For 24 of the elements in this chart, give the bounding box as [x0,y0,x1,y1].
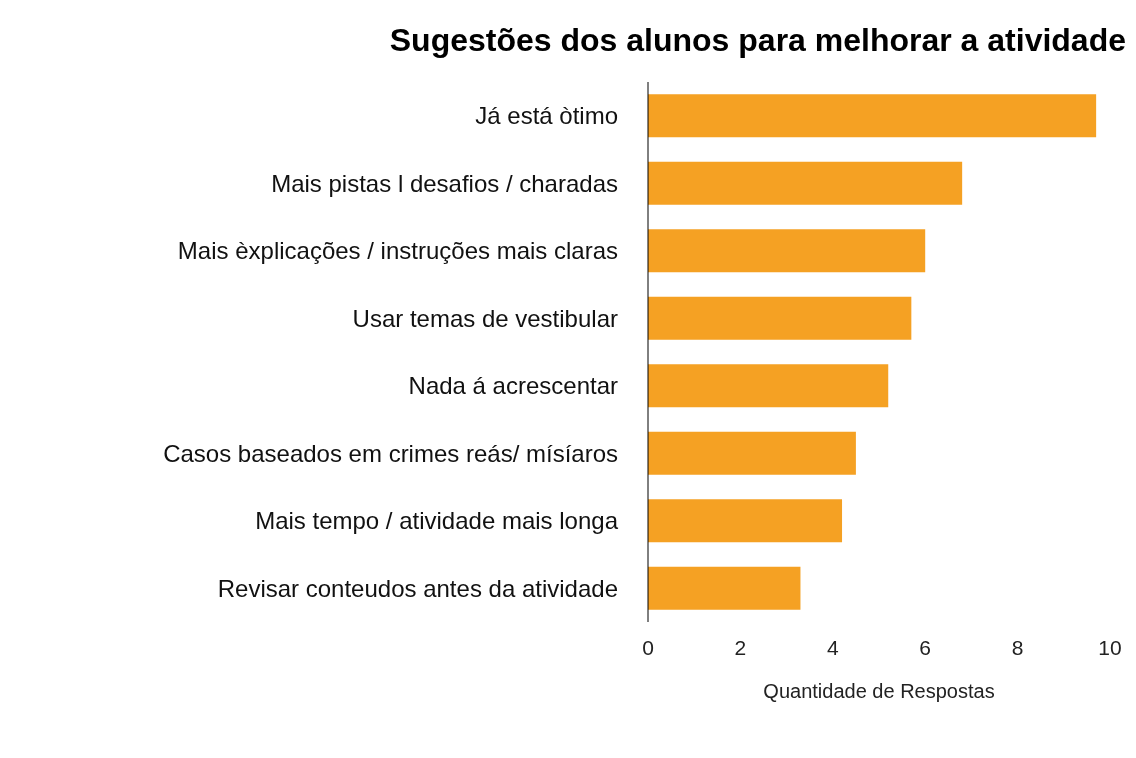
y-tick-label: Mais pistas l desafios / charadas [271,169,618,197]
y-tick-label: Já está òtimo [475,102,618,130]
bar [648,229,926,273]
x-tick-label: 6 [919,635,932,659]
y-tick-label: Mais tempo / atividade mais longa [255,507,619,535]
bar [648,364,889,408]
y-tick-label: Mais èxplicações / instruções mais claras [177,237,618,265]
y-tick-label: Revisar conteudos antes da atividade [217,574,618,602]
bar [648,161,963,205]
chart-title: Sugestões dos alunos para melhorar a atividade [388,21,1127,60]
x-tick-label: 4 [826,635,839,659]
bar [648,296,912,340]
bar [648,94,1097,138]
x-tick-label: 2 [734,635,747,659]
x-tick-label: 10 [1098,635,1122,659]
x-tick-label: 8 [1011,635,1024,659]
y-tick-label: Casos baseados em crimes reás/ mísíaros [163,439,618,467]
bar [648,431,856,475]
x-axis-title: Quantidade de Respostas [763,680,995,702]
x-tick-label: 0 [642,635,654,659]
bar [648,499,843,543]
y-tick-label: Usar temas de vestibular [352,304,618,332]
y-tick-label: Nada á acrescentar [408,372,618,400]
bar [648,566,801,610]
